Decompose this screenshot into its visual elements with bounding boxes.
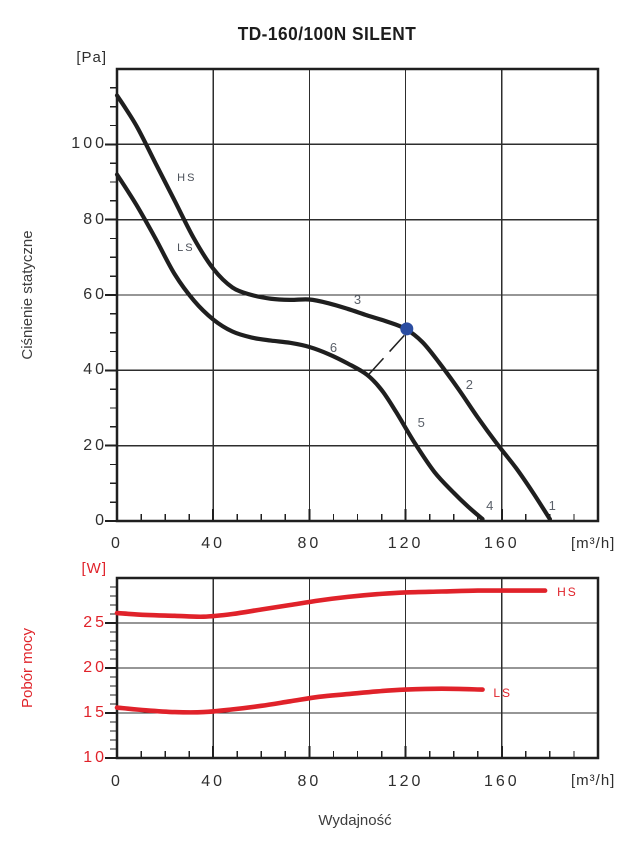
x-axis-title: Wydajność [318, 812, 392, 829]
power-gridlines [117, 578, 598, 758]
pressure-y-tick-label: 0 [95, 512, 107, 529]
curve-point-label-3: 3 [353, 291, 362, 307]
curve-point-label-4: 4 [486, 497, 494, 513]
ls-power-curve [114, 686, 485, 715]
pressure-x-tick-label: 80 [297, 535, 322, 552]
power-y-tick-label: 15 [83, 704, 107, 721]
power-x-tick-label: 160 [483, 773, 520, 790]
power-x-unit-label: [m³/h] [571, 772, 616, 789]
ls-power-curve-label: LS [493, 685, 513, 700]
pressure-y-unit-label: [Pa] [76, 49, 107, 66]
curve-point-label-5: 5 [417, 415, 425, 431]
hs-power-curve [114, 588, 548, 620]
power-x-tick-label: 40 [201, 773, 226, 790]
pressure-x-tick-label: 160 [483, 535, 520, 552]
power-x-tick-label: 0 [111, 773, 123, 790]
power-x-tick-label: 80 [297, 773, 322, 790]
pressure-y-tick-label: 40 [83, 361, 107, 379]
pressure-y-tick-label: 60 [83, 286, 107, 303]
power-axis-ticks [105, 586, 575, 759]
pressure-y-tick-label: 100 [71, 135, 107, 153]
ls-pressure-curve-label: LS [177, 241, 195, 254]
pressure-x-unit-label: [m³/h] [571, 535, 616, 552]
ls-pressure-curve [114, 172, 485, 522]
pressure-x-tick-label: 40 [201, 535, 226, 552]
pressure-x-tick-label: 120 [387, 535, 424, 552]
pressure-y-tick-label: 20 [83, 436, 107, 454]
operating-point-marker [400, 322, 414, 336]
pressure-x-tick-label: 0 [111, 535, 123, 552]
pressure-plot-frame [115, 67, 600, 523]
curve-point-label-1: 1 [548, 497, 556, 513]
power-y-tick-label: 10 [83, 749, 107, 766]
pressure-gridlines [117, 69, 598, 521]
hs-power-curve-label: HS [557, 585, 578, 600]
power-y-unit-label: [W] [81, 560, 107, 577]
curve-point-label-6: 6 [329, 339, 338, 355]
pressure-y-tick-label: 80 [83, 210, 107, 228]
power-plot-frame [115, 576, 600, 760]
power-x-tick-label: 120 [387, 773, 424, 790]
chart-title: TD-160/100N SILENT [237, 24, 417, 44]
hs-pressure-curve [114, 93, 552, 522]
operating-point-connector-line [367, 334, 405, 376]
power-y-tick-label: 20 [83, 659, 107, 676]
curve-point-label-2: 2 [465, 377, 473, 393]
hs-pressure-curve-label: HS [177, 172, 197, 185]
power-y-tick-label: 25 [83, 614, 107, 631]
